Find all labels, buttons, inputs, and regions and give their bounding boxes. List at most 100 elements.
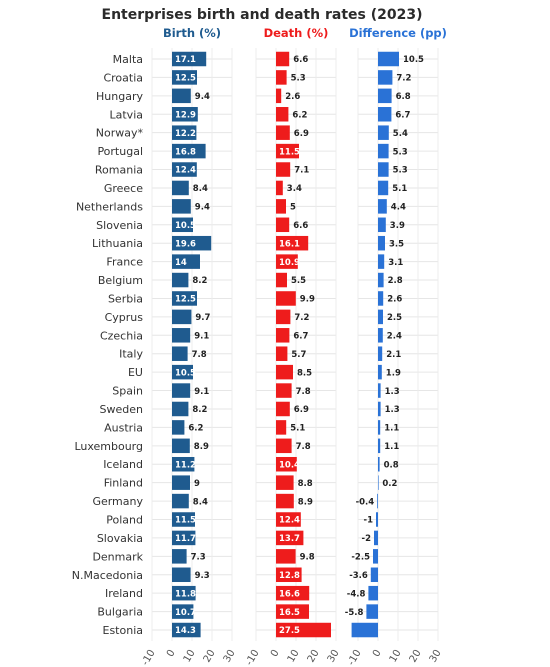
data-label: 9.4 [195,203,210,213]
data-label: 9.7 [195,313,210,323]
data-label: 8.5 [297,368,312,378]
series-title: Difference (pp) [349,26,447,40]
data-label: 12.4 [279,516,300,526]
bar [172,420,185,435]
bar [276,364,293,380]
data-label: 10.5 [403,55,424,65]
data-label: 5 [290,203,296,213]
bar [172,401,189,417]
bar [276,254,298,269]
category-label: Ireland [105,587,143,600]
data-label: 1.3 [385,405,400,415]
bar [276,125,290,140]
data-label: 6.2 [292,110,307,120]
data-label: 8.9 [194,442,209,452]
x-tick-label: 10 [286,648,302,665]
bar [276,567,302,583]
data-label: 11.5 [175,516,196,526]
bar [172,107,198,122]
data-label: 6.9 [294,129,309,139]
bar [378,401,381,417]
data-label: 7.8 [296,442,311,452]
series-title: Death (%) [264,26,329,40]
data-label: -3.6 [349,571,368,581]
data-label: 5.7 [291,350,306,360]
data-label: 9.9 [300,295,315,305]
bar [172,604,194,619]
data-label: 12.2 [175,129,196,139]
bar [172,199,191,214]
data-label: 5.3 [291,74,306,84]
data-label: 12.9 [175,110,196,120]
category-label: Poland [106,514,143,527]
bar [172,309,192,325]
bar [276,180,283,196]
data-label: 7.2 [396,74,411,84]
bar [276,199,286,214]
bar [276,162,291,177]
category-label: Netherlands [76,200,143,213]
bar [378,364,382,380]
data-label: 16.1 [279,239,300,249]
data-label: 5.3 [393,147,408,157]
x-tick-label: -10 [244,648,262,667]
chart-title: Enterprises birth and death rates (2023) [102,7,423,23]
data-label: 0.8 [384,460,399,470]
data-label: 11.8 [175,589,196,599]
bar [378,346,383,361]
category-label: Estonia [103,624,144,637]
bar [276,272,287,288]
data-label: 14.3 [175,626,196,636]
data-label: 6.9 [294,405,309,415]
bar [276,512,301,527]
bar [276,549,296,564]
data-label: 19.6 [175,239,196,249]
category-label: Luxembourg [74,440,143,453]
data-label: 14 [175,258,187,268]
bar [172,162,197,177]
data-label: 5.1 [392,184,407,194]
bar [172,88,191,104]
bar [276,438,292,454]
bar [172,549,187,564]
bar [378,383,381,398]
bar [378,70,393,85]
data-label: 3.5 [389,239,404,249]
bar [378,217,386,233]
data-label: 1.1 [384,442,399,452]
data-label: 11.7 [175,534,196,544]
category-label: Latvia [110,108,144,121]
bar [172,235,212,251]
x-tick-label: 20 [408,648,424,665]
data-label: 10.4 [279,460,300,470]
x-tick-label: -10 [140,648,158,667]
data-label: 2.1 [386,350,401,360]
bar [276,51,290,67]
category-label: Spain [112,385,143,398]
data-label: 9.1 [194,387,209,397]
category-label: France [106,256,143,269]
x-tick-label: 30 [222,648,238,665]
data-label: -1 [364,516,374,526]
bar [276,420,287,435]
bar [378,438,381,454]
bar [276,143,299,159]
data-label: 9.3 [195,571,210,581]
bar [376,512,378,527]
category-label: Greece [104,182,143,195]
bar [172,254,200,269]
category-label: Cyprus [105,311,144,324]
data-label: 5.4 [393,129,408,139]
bar [276,309,291,325]
category-label: Norway* [96,127,144,140]
data-label: 6.2 [188,424,203,434]
data-label: 5.3 [393,166,408,176]
bar [172,383,191,398]
bar [378,143,389,159]
data-label: 16.8 [175,147,196,157]
category-label: Malta [113,53,143,66]
panels: Birth (%) 17.1 12.5 9.4 12.9 12.2 16.8 12.4 8.4 9… [140,26,447,667]
category-label: Denmark [92,550,143,563]
data-label: 8.9 [298,497,313,507]
x-tick-label: 20 [306,648,322,665]
